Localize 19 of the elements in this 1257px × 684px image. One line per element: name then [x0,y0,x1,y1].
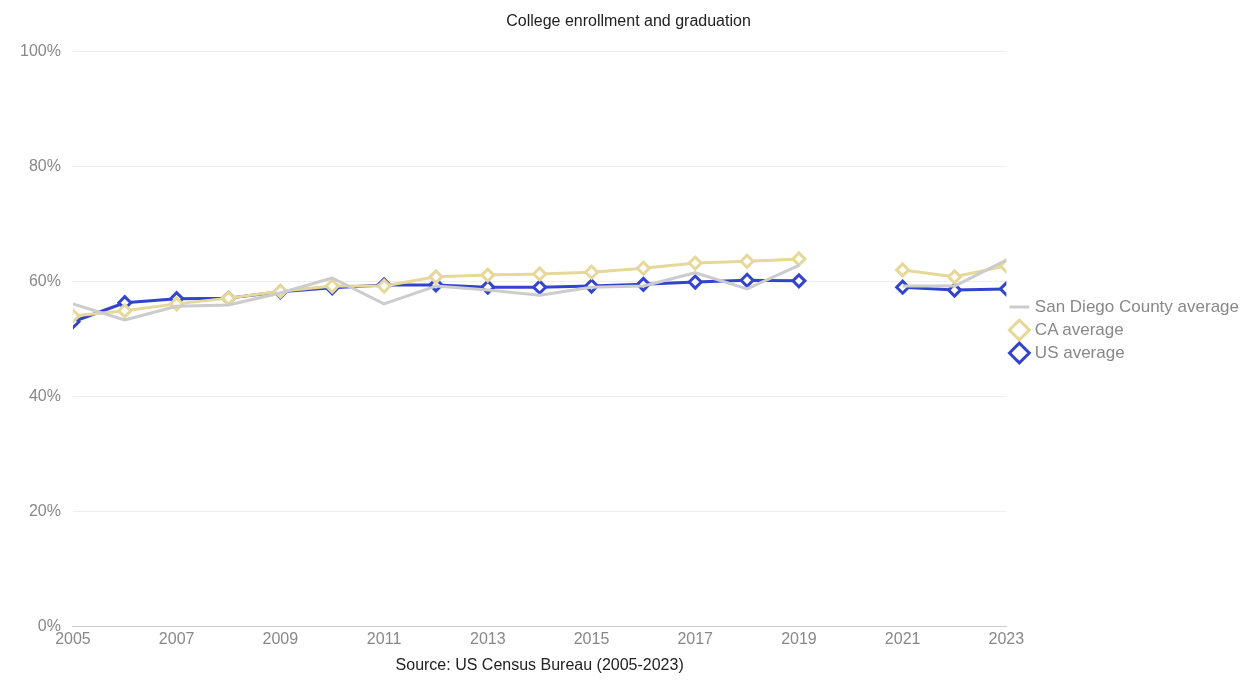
y-tick-label: 20% [28,502,61,520]
x-tick-label: 2015 [573,629,610,647]
x-tick-label: 2009 [262,629,299,647]
x-tick-label: 2017 [677,629,714,647]
source-note: Source: US Census Bureau (2005-2023) [395,656,684,674]
y-tick-label: 40% [28,386,61,404]
y-tick-label: 100% [20,41,61,59]
y-tick-label: 60% [28,271,61,289]
x-tick-label: 2007 [158,629,195,647]
legend-label: San Diego County average [1034,296,1240,316]
x-tick-label: 2013 [469,629,506,647]
x-tick-label: 2019 [781,629,817,647]
legend-label: CA average [1034,319,1124,339]
y-tick-label: 80% [28,156,61,174]
chart-title: College enrollment and graduation [506,12,751,30]
legend-label: US average [1034,342,1125,362]
x-tick-label: 2023 [988,629,1025,647]
x-tick-label: 2021 [884,629,921,647]
x-tick-label: 2011 [366,629,402,647]
